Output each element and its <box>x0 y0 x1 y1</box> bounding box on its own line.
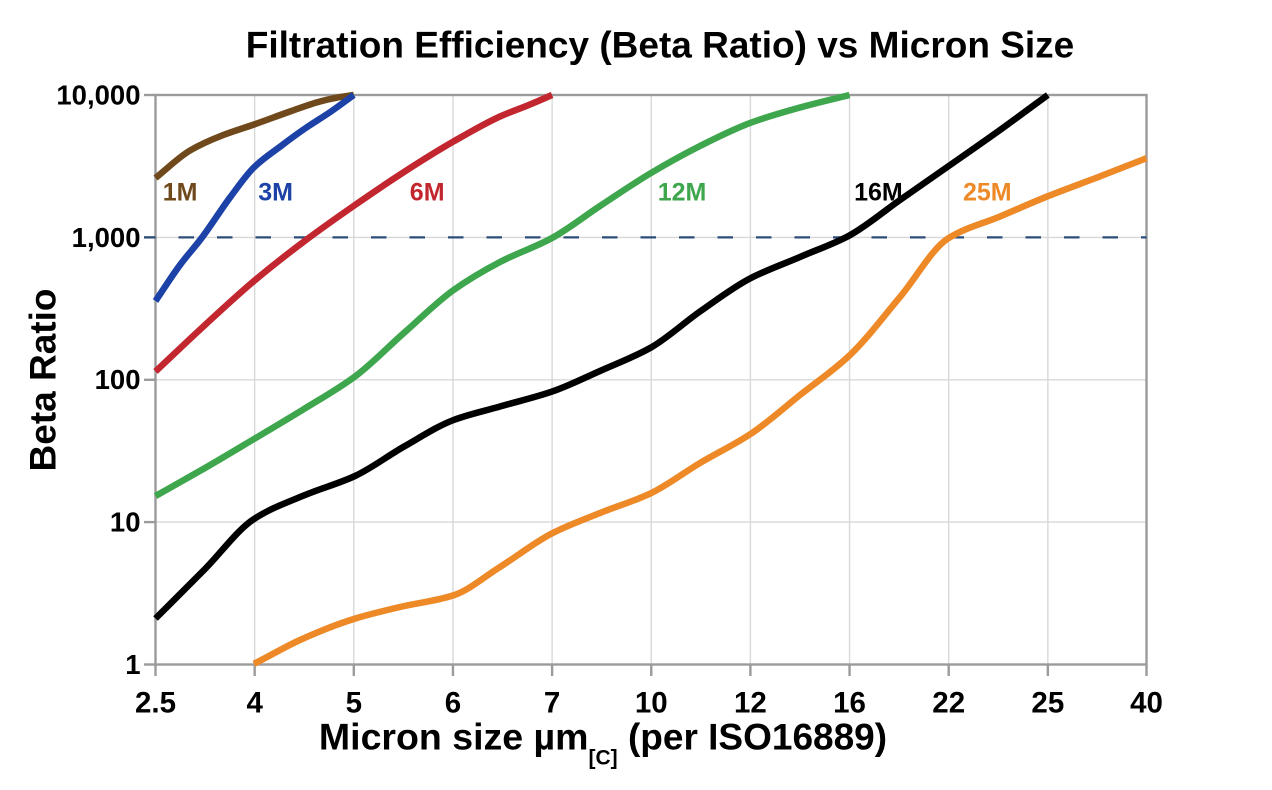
svg-text:100: 100 <box>95 364 141 395</box>
svg-text:40: 40 <box>1130 687 1163 720</box>
svg-text:6M: 6M <box>410 178 445 206</box>
svg-text:Filtration Efficiency (Beta Ra: Filtration Efficiency (Beta Ratio) vs Mi… <box>246 24 1075 65</box>
svg-text:10: 10 <box>635 687 668 720</box>
svg-text:12: 12 <box>734 687 767 720</box>
svg-text:25: 25 <box>1031 687 1064 720</box>
svg-text:5: 5 <box>346 687 362 720</box>
svg-text:10: 10 <box>110 507 141 538</box>
svg-text:6: 6 <box>445 687 461 720</box>
svg-text:22: 22 <box>932 687 965 720</box>
svg-text:10,000: 10,000 <box>56 79 140 110</box>
svg-text:16: 16 <box>833 687 866 720</box>
svg-text:1M: 1M <box>163 178 198 206</box>
svg-text:12M: 12M <box>658 178 707 206</box>
svg-text:16M: 16M <box>854 178 903 206</box>
svg-text:Beta Ratio: Beta Ratio <box>22 289 63 472</box>
svg-text:25M: 25M <box>963 178 1012 206</box>
svg-text:1,000: 1,000 <box>72 222 141 253</box>
svg-text:1: 1 <box>125 649 140 680</box>
svg-text:4: 4 <box>246 687 263 720</box>
svg-text:2.5: 2.5 <box>135 687 176 720</box>
svg-text:3M: 3M <box>258 178 293 206</box>
svg-text:7: 7 <box>544 687 560 720</box>
